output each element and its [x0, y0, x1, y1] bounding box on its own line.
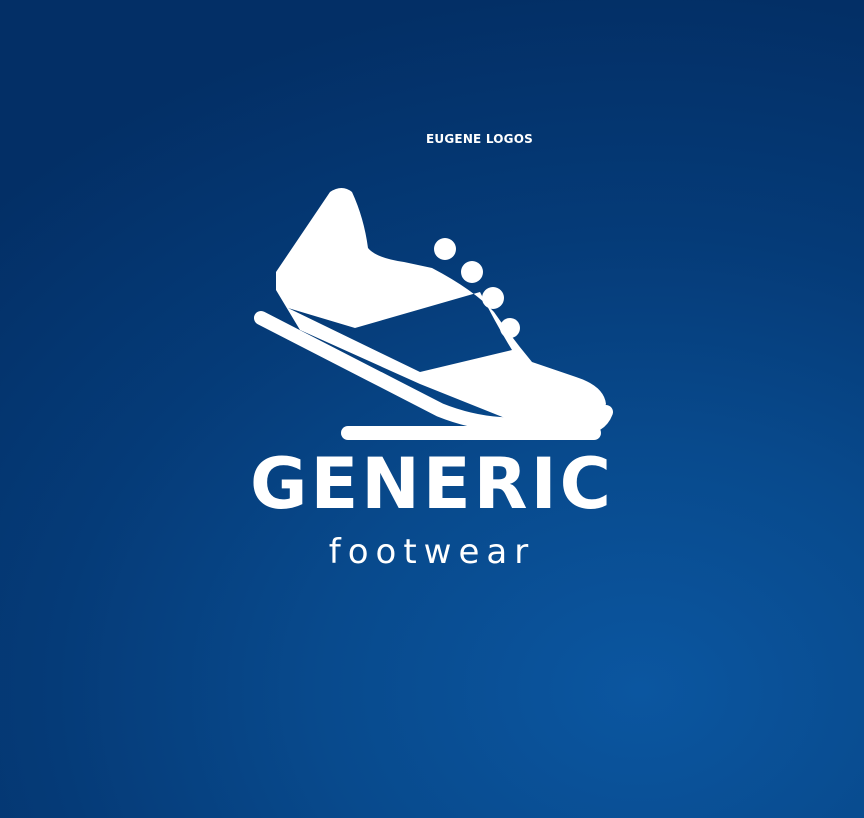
lace-4 — [500, 318, 520, 338]
credit-label: EUGENE LOGOS — [426, 132, 533, 146]
brand-tagline: footwear — [328, 532, 536, 572]
lace-2 — [461, 261, 483, 283]
lace-1 — [434, 238, 456, 260]
running-shoe-icon — [254, 188, 613, 440]
brand-name: GENERIC — [250, 443, 614, 525]
shoe-sole — [254, 311, 613, 435]
shoe-upper — [276, 188, 606, 425]
lace-3 — [482, 287, 504, 309]
